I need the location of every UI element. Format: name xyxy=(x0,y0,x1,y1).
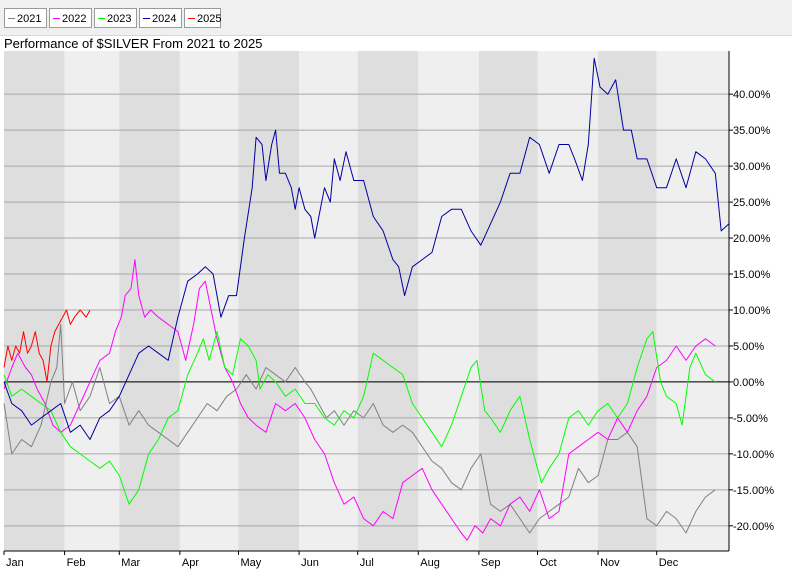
legend-toggle-2024[interactable]: 2024 xyxy=(139,8,182,28)
x-tick-label: Oct xyxy=(539,557,556,569)
legend-swatch-2022 xyxy=(53,17,60,19)
x-tick-label: May xyxy=(241,557,262,569)
y-tick-label: 0.00% xyxy=(733,377,764,389)
month-band xyxy=(656,51,729,551)
month-band xyxy=(238,51,300,551)
x-tick-label: Aug xyxy=(420,557,440,569)
y-tick-label: -20.00% xyxy=(733,521,774,533)
legend-label-2025: 2025 xyxy=(197,13,222,25)
plot-frame xyxy=(4,51,730,552)
x-tick-label: Dec xyxy=(659,557,679,569)
legend-swatch-2024 xyxy=(143,17,150,19)
gridlines xyxy=(4,93,729,527)
x-tick-label: Feb xyxy=(67,557,86,569)
y-tick-label: 25.00% xyxy=(733,197,771,209)
legend-label-2024: 2024 xyxy=(152,13,177,25)
series-line-2025 xyxy=(3,309,91,383)
month-band xyxy=(299,51,358,551)
x-tick-label: Sep xyxy=(481,557,501,569)
y-tick-label: 40.00% xyxy=(733,89,771,101)
y-tick-label: -10.00% xyxy=(733,449,774,461)
chart-title: Performance of $SILVER From 2021 to 2025 xyxy=(4,36,263,51)
legend-label-2021: 2021 xyxy=(17,13,42,25)
month-band xyxy=(537,51,599,551)
series-line-2021 xyxy=(3,323,716,534)
month-band xyxy=(418,51,479,551)
legend-swatch-2021 xyxy=(8,17,15,19)
x-axis-ticks: Jan Feb Mar Apr May Jun Jul Aug Sep Oct Nov Dec xyxy=(3,551,679,569)
x-tick-label: Jul xyxy=(360,557,374,569)
legend-toggle-2025[interactable]: 2025 xyxy=(184,8,221,28)
legend-toggle-2023[interactable]: 2023 xyxy=(94,8,137,28)
legend-swatch-2023 xyxy=(98,17,105,19)
series-lines xyxy=(3,57,730,541)
y-tick-label: -5.00% xyxy=(733,413,768,425)
legend-label-2022: 2022 xyxy=(62,13,87,25)
month-band xyxy=(4,51,65,551)
y-tick-label: 5.00% xyxy=(733,341,764,353)
x-tick-label: Jun xyxy=(301,557,319,569)
x-tick-label: Nov xyxy=(600,557,620,569)
y-tick-label: 35.00% xyxy=(733,125,771,137)
legend-toolbar: 2021 2022 2023 2024 2025 xyxy=(0,0,792,36)
series-line-2023 xyxy=(3,331,716,505)
y-tick-label: 30.00% xyxy=(733,161,771,173)
month-band xyxy=(119,51,180,551)
x-tick-label: Mar xyxy=(121,557,140,569)
month-band xyxy=(598,51,657,551)
month-band xyxy=(357,51,419,551)
x-tick-label: Apr xyxy=(182,557,199,569)
legend-swatch-2025 xyxy=(188,17,195,19)
y-tick-label: 15.00% xyxy=(733,269,771,281)
x-tick-label: Jan xyxy=(6,557,24,569)
month-bands xyxy=(4,51,729,551)
series-line-2022 xyxy=(3,259,716,541)
month-band xyxy=(64,51,120,551)
legend-toggle-2022[interactable]: 2022 xyxy=(49,8,92,28)
legend-label-2023: 2023 xyxy=(107,13,132,25)
y-tick-label: 20.00% xyxy=(733,233,771,245)
series-line-2024 xyxy=(3,57,730,440)
y-tick-label: 10.00% xyxy=(733,305,771,317)
y-axis-ticks: 40.00% 35.00% 30.00% 25.00% 20.00% 15.00% 10.0… xyxy=(729,89,774,533)
legend-toggle-2021[interactable]: 2021 xyxy=(4,8,47,28)
y-tick-label: -15.00% xyxy=(733,485,774,497)
month-band xyxy=(478,51,538,551)
